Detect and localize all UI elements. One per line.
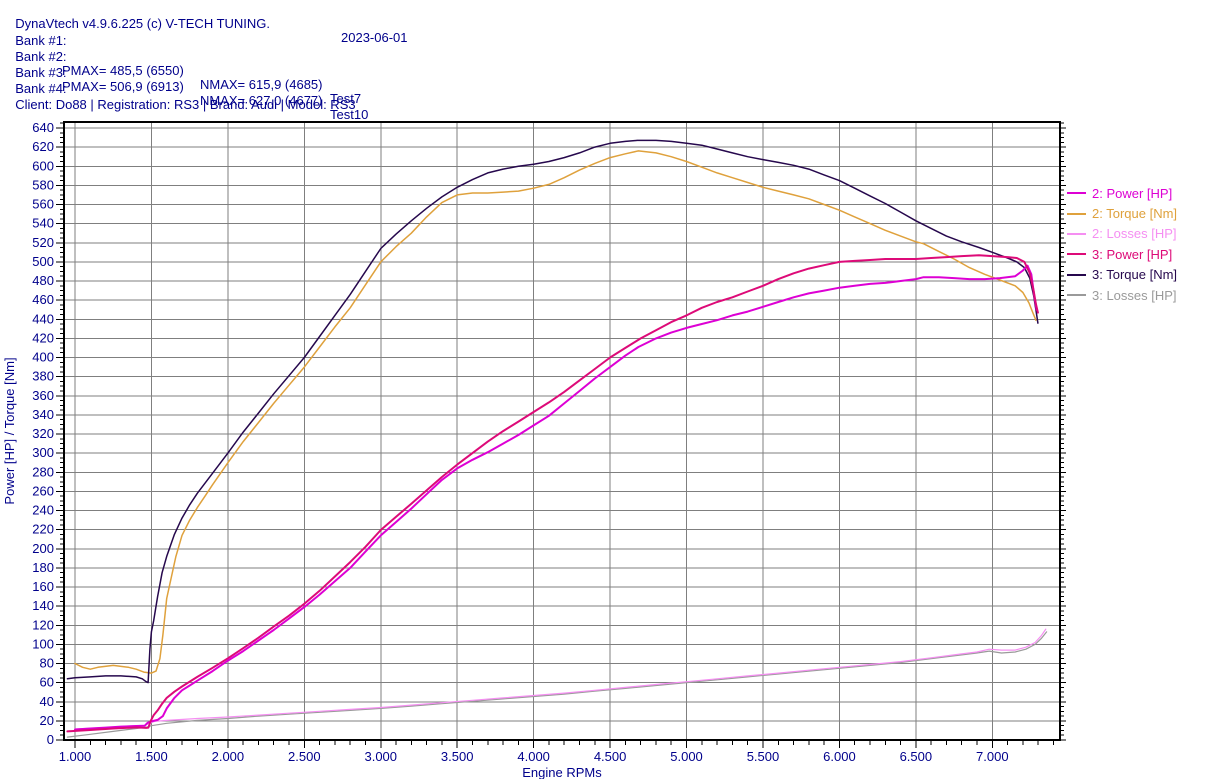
y-tick-label: 280 [32, 464, 54, 479]
legend-line-swatch [1067, 192, 1086, 195]
bank2-row: Bank #2: PMAX= 485,5 (6550) NMAX= 615,9 … [8, 36, 361, 106]
x-axis-title: Engine RPMs [522, 765, 602, 779]
legend-label: 2: Power [HP] [1092, 185, 1173, 201]
app-title: DynaVtech v4.9.6.225 (c) V-TECH TUNING. [15, 16, 271, 31]
x-tick-label: 3.000 [364, 749, 397, 764]
y-tick-label: 100 [32, 636, 54, 651]
legend-line-swatch [1067, 212, 1086, 215]
y-tick-label: 180 [32, 560, 54, 575]
y-tick-label: 640 [32, 120, 54, 135]
series-line-2-torque-nm [74, 150, 1037, 674]
y-tick-label: 260 [32, 483, 54, 498]
legend-label: 2: Losses [HP] [1092, 226, 1177, 242]
y-axis-title: Power [HP] / Torque [Nm] [2, 357, 17, 504]
y-tick-label: 360 [32, 388, 54, 403]
y-tick-label: 480 [32, 273, 54, 288]
x-tick-label: 6.000 [823, 749, 856, 764]
chart-legend: 2: Power [HP] 2: Torque [Nm] 2: Losses [HP… [1067, 183, 1177, 305]
y-tick-label: 540 [32, 216, 54, 231]
series-line-2-power-hp [74, 264, 1038, 731]
x-tick-label: 4.000 [517, 749, 550, 764]
y-tick-label: 340 [32, 407, 54, 422]
legend-line-swatch [1067, 273, 1086, 276]
y-tick-label: 140 [32, 598, 54, 613]
legend-label: 3: Power [HP] [1092, 246, 1173, 262]
y-tick-label: 60 [40, 675, 54, 690]
legend-item-3-torque-nm: 3: Torque [Nm] [1067, 265, 1177, 285]
bank3-row: Bank #3: PMAX= 506,9 (6913) NMAX= 627,0 … [8, 52, 368, 122]
bank2-pmax: PMAX= 485,5 (6550) [62, 63, 184, 78]
x-tick-label: 2.000 [212, 749, 245, 764]
legend-label: 3: Losses [HP] [1092, 287, 1177, 303]
bank4-row: Bank #4: [8, 68, 67, 96]
legend-item-3-power-hp: 3: Power [HP] [1067, 244, 1177, 264]
series-line-3-torque-nm [66, 139, 1039, 684]
y-tick-label: 440 [32, 311, 54, 326]
y-tick-label: 160 [32, 579, 54, 594]
legend-item-2-power-hp: 2: Power [HP] [1067, 183, 1177, 203]
bank3-test-name: Test10 [330, 107, 369, 122]
y-tick-label: 0 [47, 732, 54, 747]
series-line-3-losses-hp [66, 631, 1048, 738]
x-tick-label: 2.500 [288, 749, 321, 764]
session-date: 2023-06-01 [341, 30, 408, 45]
y-tick-label: 420 [32, 330, 54, 345]
bank1-row: Bank #1: [8, 20, 67, 48]
legend-line-swatch [1067, 253, 1086, 256]
legend-label: 3: Torque [Nm] [1092, 267, 1178, 283]
bank3-pmax: PMAX= 506,9 (6913) [62, 79, 184, 94]
y-tick-label: 460 [32, 292, 54, 307]
series-line-2-losses-hp [74, 628, 1047, 730]
client-info: Client: Do88 | Registration: RS3 | Brand… [15, 97, 356, 112]
axis-ticks [56, 122, 1066, 748]
y-tick-label: 200 [32, 541, 54, 556]
bank2-label: Bank #2: [15, 49, 67, 64]
y-tick-label: 500 [32, 254, 54, 269]
x-tick-label: 5.500 [747, 749, 780, 764]
x-tick-label: 4.500 [594, 749, 627, 764]
y-tick-label: 520 [32, 235, 54, 250]
y-tick-label: 600 [32, 158, 54, 173]
x-tick-label: 5.000 [670, 749, 703, 764]
x-tick-label: 6.500 [900, 749, 933, 764]
y-tick-label: 400 [32, 350, 54, 365]
bank3-label: Bank #3: [15, 65, 67, 80]
y-tick-label: 240 [32, 503, 54, 518]
y-tick-label: 580 [32, 177, 54, 192]
legend-item-2-torque-nm: 2: Torque [Nm] [1067, 203, 1177, 223]
bank2-test-name: Test7 [330, 91, 362, 106]
legend-line-swatch [1067, 232, 1086, 235]
x-tick-label: 3.500 [441, 749, 474, 764]
legend-line-swatch [1067, 294, 1086, 297]
y-tick-label: 560 [32, 197, 54, 212]
y-tick-label: 380 [32, 369, 54, 384]
y-tick-label: 300 [32, 445, 54, 460]
client-row: Client: Do88 | Registration: RS3 | Brand… [8, 84, 356, 112]
grid-lines [64, 122, 1060, 740]
header-row-title: DynaVtech v4.9.6.225 (c) V-TECH TUNING. … [8, 3, 407, 45]
axis-tick-labels: 0 20 40 60 80 100 120 140 160 180 200 220 240 260 280 3… [32, 120, 1008, 764]
y-tick-label: 40 [40, 694, 54, 709]
x-tick-label: 1.000 [59, 749, 92, 764]
plot-border [63, 121, 1061, 741]
y-tick-label: 80 [40, 656, 54, 671]
bank2-nmax: NMAX= 615,9 (4685) [200, 77, 323, 92]
legend-item-3-losses-hp: 3: Losses [HP] [1067, 285, 1177, 305]
x-tick-label: 1.500 [135, 749, 168, 764]
legend-item-2-losses-hp: 2: Losses [HP] [1067, 224, 1177, 244]
y-tick-label: 120 [32, 617, 54, 632]
y-tick-label: 620 [32, 139, 54, 154]
bank3-nmax: NMAX= 627,0 (4677) [200, 93, 323, 108]
y-tick-label: 220 [32, 522, 54, 537]
y-tick-label: 20 [40, 713, 54, 728]
y-tick-label: 320 [32, 426, 54, 441]
legend-label: 2: Torque [Nm] [1092, 206, 1178, 222]
x-tick-label: 7.000 [976, 749, 1009, 764]
series-line-3-power-hp [66, 254, 1039, 733]
bank1-label: Bank #1: [15, 33, 67, 48]
bank4-label: Bank #4: [15, 81, 67, 96]
